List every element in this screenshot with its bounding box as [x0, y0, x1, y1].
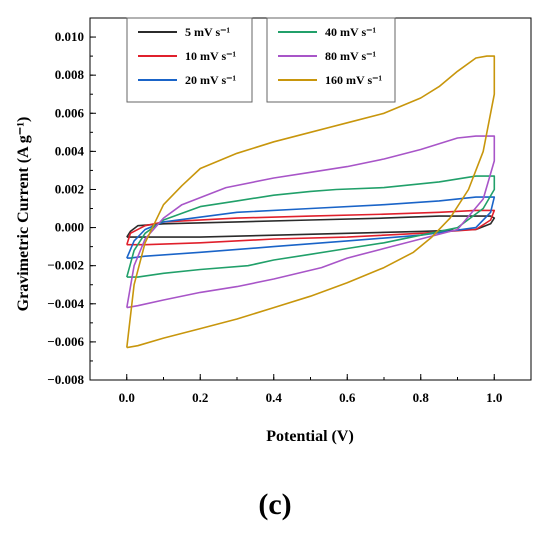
- y-tick-label: 0.008: [55, 67, 85, 82]
- legend-label-2: 10 mV s⁻¹: [185, 49, 236, 63]
- y-tick-label: −0.006: [47, 334, 84, 349]
- series-layer: [126, 55, 496, 349]
- y-tick-label: 0.002: [55, 181, 84, 196]
- legend-label-6: 160 mV s⁻¹: [325, 73, 382, 87]
- x-tick-label: 0.0: [119, 390, 135, 405]
- x-tick-label: 1.0: [486, 390, 502, 405]
- series-line-6: [126, 55, 496, 349]
- x-tick-label: 0.4: [266, 390, 283, 405]
- legend-label-3: 20 mV s⁻¹: [185, 73, 236, 87]
- y-tick-label: 0.010: [55, 29, 84, 44]
- legend-label-1: 5 mV s⁻¹: [185, 25, 230, 39]
- x-axis-title: Potential (V): [266, 428, 354, 445]
- series-line-5: [126, 135, 496, 309]
- plot-area: 0.0 0.2 0.4 0.6 0.8 1.0 −0.008−0.006−0.004−0.…: [47, 17, 532, 405]
- legend: 5 mV s⁻¹ 10 mV s⁻¹ 20 mV s⁻¹ 40 mV s⁻¹ 80 mV…: [126, 17, 396, 103]
- legend-label-5: 80 mV s⁻¹: [325, 49, 376, 63]
- panel-label: (c): [258, 488, 292, 521]
- y-axis: −0.008 −0.006 −0.004 −0.002 0.000 0.002 0.004 0…: [47, 17, 96, 387]
- y-tick-label: 0.004: [55, 143, 85, 158]
- series-line-3: [126, 196, 496, 259]
- legend-label-4: 40 mV s⁻¹: [325, 25, 376, 39]
- y-tick-label: 0.006: [55, 105, 85, 120]
- x-tick-label: 0.2: [192, 390, 208, 405]
- y-tick-label: −0.004: [47, 296, 84, 311]
- x-axis: 0.0 0.2 0.4 0.6 0.8 1.0: [89, 374, 532, 405]
- series-line-2: [126, 209, 496, 246]
- x-tick-label: 0.6: [339, 390, 356, 405]
- y-tick-label: −0.002: [47, 258, 84, 273]
- series-line-4: [126, 175, 496, 278]
- y-axis-title: Gravimetric Current (A g⁻¹): [15, 117, 32, 312]
- y-tick-label: −0.008: [47, 372, 84, 387]
- x-tick-label: 0.8: [413, 390, 430, 405]
- y-tick-label: 0.000: [55, 220, 84, 235]
